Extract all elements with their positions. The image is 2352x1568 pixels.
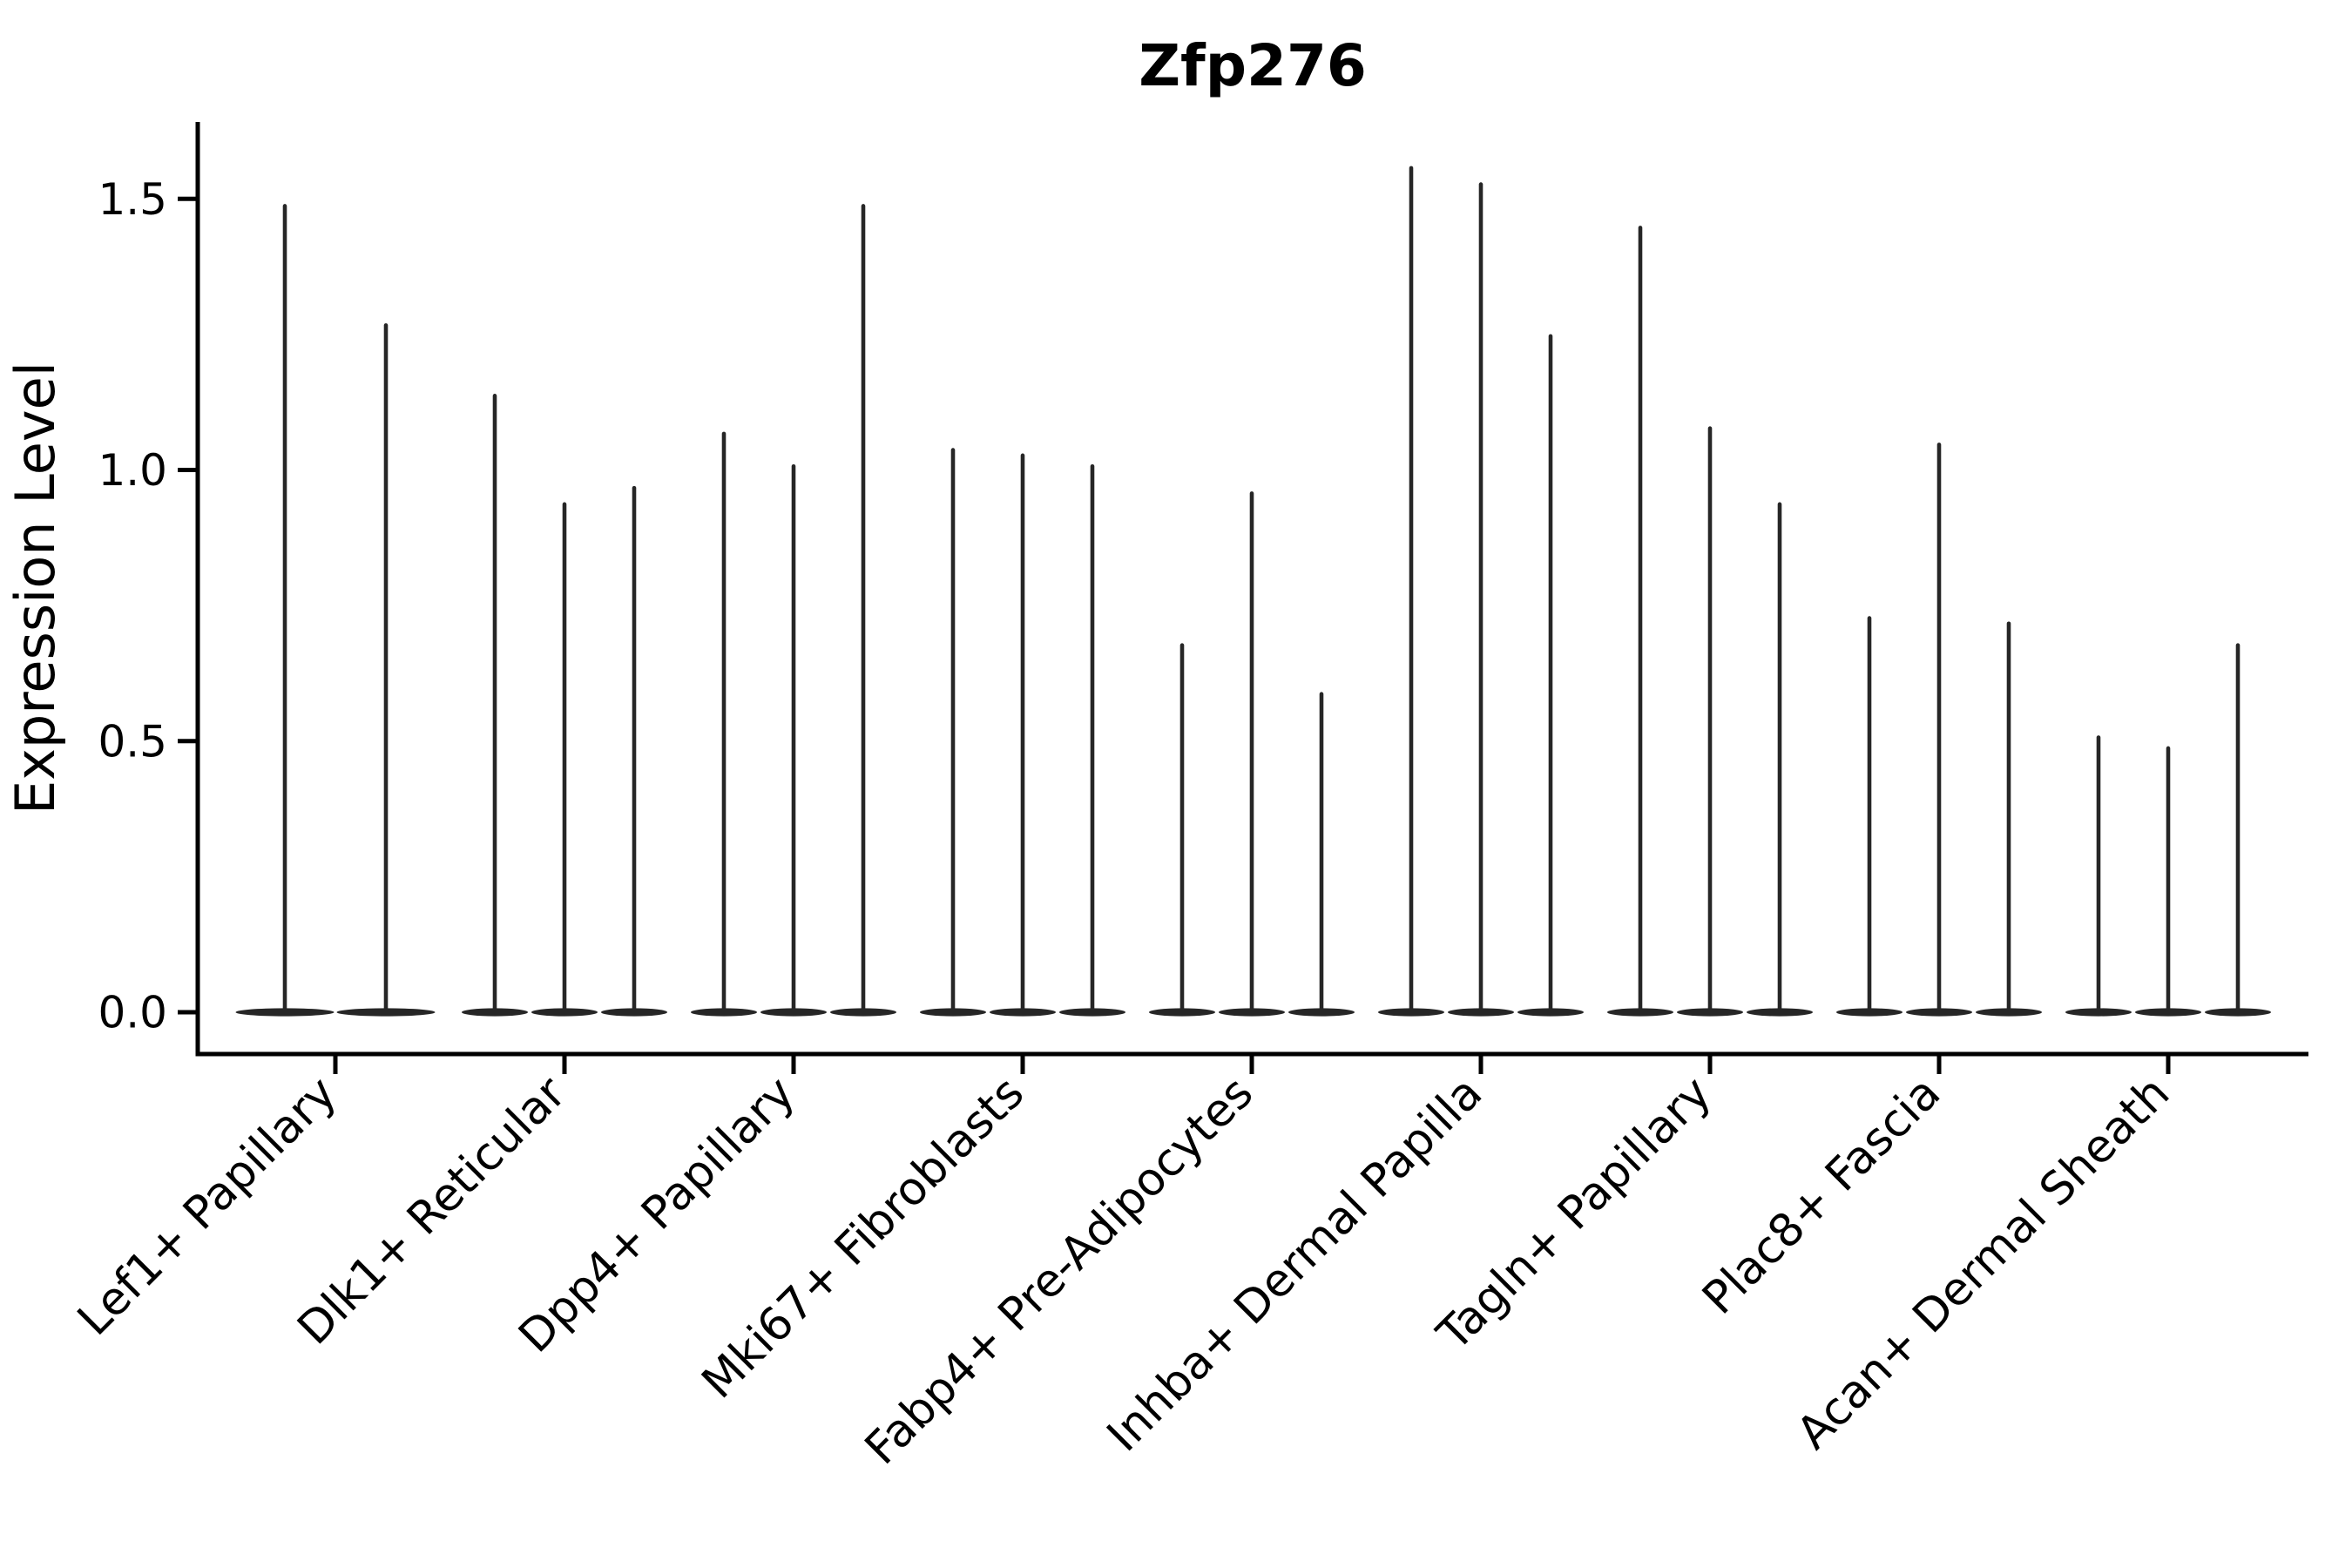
y-axis-label: Expression Level: [3, 362, 67, 814]
violin: [462, 394, 528, 1017]
violin: [760, 463, 827, 1017]
x-tick-label: Inhba+ Dermal Papilla: [1098, 1067, 1492, 1462]
violin: [1976, 621, 2042, 1017]
violin: [830, 204, 896, 1017]
x-tick-label: Fabp4+ Pre-Adipocytes: [855, 1067, 1263, 1475]
violin: [235, 204, 335, 1017]
violin: [2065, 735, 2132, 1017]
violin: [1448, 182, 1514, 1017]
x-tick-label: Plac8+ Fascia: [1693, 1067, 1950, 1325]
violin-group: [1607, 226, 1813, 1017]
violin: [1517, 334, 1584, 1017]
violin: [1747, 502, 1813, 1017]
violin-group: [462, 394, 667, 1017]
violin: [531, 502, 598, 1017]
violin-group: [1149, 491, 1355, 1017]
violin: [1607, 226, 1673, 1017]
violin: [1219, 491, 1285, 1017]
violin: [920, 448, 986, 1017]
violin: [1149, 643, 1215, 1017]
violin-group: [691, 204, 896, 1017]
violin-group: [1378, 166, 1584, 1017]
violin: [601, 485, 667, 1017]
violin: [1288, 692, 1355, 1017]
violin: [1836, 616, 1903, 1017]
violin: [1378, 166, 1444, 1017]
violins-layer: [235, 166, 2271, 1017]
violin-group: [1836, 443, 2042, 1017]
y-tick-label: 1.0: [98, 445, 167, 496]
y-tick-label: 0.5: [98, 716, 167, 767]
violin: [336, 323, 436, 1017]
y-tick-label: 1.5: [98, 174, 167, 225]
violin: [691, 431, 757, 1017]
violin: [2205, 643, 2271, 1017]
violin-group: [235, 204, 436, 1017]
violin-group: [2065, 643, 2271, 1017]
axes-layer: [178, 122, 2308, 1074]
violin-group: [920, 448, 1125, 1017]
violin: [1059, 463, 1125, 1017]
y-tick-label: 0.0: [98, 988, 167, 1038]
violin: [1677, 426, 1743, 1017]
violin: [990, 453, 1056, 1017]
chart-title: Zfp276: [1139, 32, 1367, 99]
violin: [1906, 443, 1972, 1017]
x-tick-label: Acan+ Dermal Sheath: [1788, 1067, 2180, 1460]
violin: [2135, 746, 2201, 1017]
